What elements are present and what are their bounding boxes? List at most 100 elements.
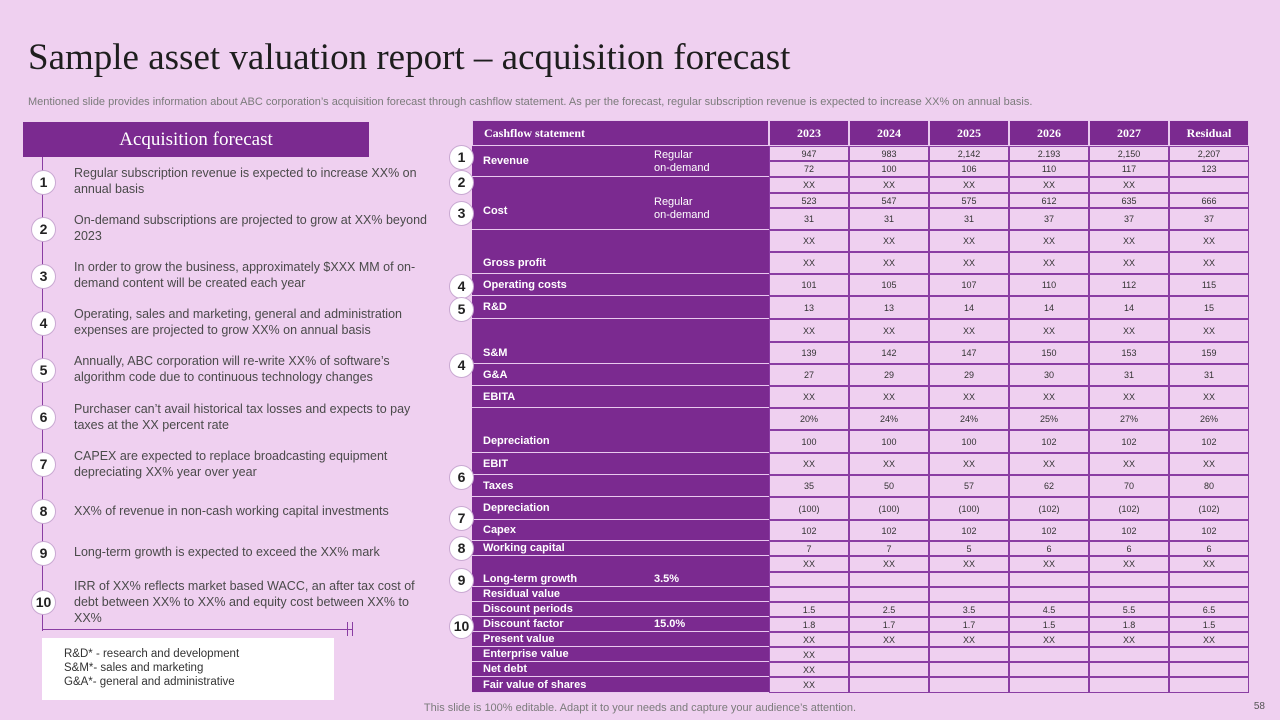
table-cell: XX [1089,230,1169,252]
table-cell: 30 [1009,364,1089,386]
table-header-cell: 2026 [1009,120,1089,146]
table-cell: 57 [929,475,1009,497]
table-cell: 27 [769,364,849,386]
table-cell: 635 [1089,193,1169,208]
table-cell: 142 [849,342,929,364]
table-cell [769,587,849,602]
row-sublabel-text: Regular on-demand [654,196,710,221]
table-row-label: Fair value of shares [472,677,769,693]
table-row-label: Long-term growth 3.5% [472,572,769,587]
row-marker: 10 [449,614,474,639]
row-label-text: Operating costs [483,278,567,291]
table-cell [929,572,1009,587]
table-cell: 139 [769,342,849,364]
row-marker: 6 [449,465,474,490]
row-label-text: S&M [483,346,508,359]
page-title: Sample asset valuation report – acquisit… [28,37,791,78]
table-cell: XX [769,177,849,193]
table-cell: 7 [849,541,929,556]
table-cell: 1.5 [769,602,849,617]
row-marker: 9 [449,568,474,593]
table-cell: 2,150 [1089,146,1169,161]
table-row-label: Depreciation [472,497,769,520]
table-cell: 24% [929,408,1009,430]
table-cell: 612 [1009,193,1089,208]
note-rd: R&D* - research and development [64,648,240,660]
table-cell: 110 [1009,274,1089,296]
table-cell: XX [1089,319,1169,342]
row-label-text: Discount factor [483,618,564,630]
table-cell: XX [929,252,1009,274]
row-marker: 1 [449,145,474,170]
table-cell: XX [849,177,929,193]
table-cell: (102) [1169,497,1249,520]
table-cell: 1.8 [769,617,849,632]
table-cell: 102 [1169,430,1249,453]
table-row-label: Cost Regular on-demand [472,193,769,230]
table-cell: 1.7 [849,617,929,632]
table-cell: 6.5 [1169,602,1249,617]
table-cell: 123 [1169,161,1249,177]
table-cell: 37 [1169,208,1249,230]
row-label-text: EBITA [483,390,516,403]
forecast-item-text: Purchaser can’t avail historical tax los… [74,402,411,432]
table-cell: XX [1169,386,1249,408]
row-label-text: Cost [483,205,508,217]
table-cell: 29 [929,364,1009,386]
table-cell [1009,662,1089,677]
table-cell: 27% [1089,408,1169,430]
table-cell: (100) [929,497,1009,520]
note-ga: G&A*- general and administrative [64,676,235,688]
table-cell: XX [1169,632,1249,647]
timeline-tick [347,622,348,636]
table-cell: 102 [1009,520,1089,541]
table-cell: 37 [1009,208,1089,230]
table-cell [1169,677,1249,693]
table-cell: 2,207 [1169,146,1249,161]
table-cell [849,587,929,602]
table-cell: 102 [929,520,1009,541]
table-header-cell: Cashflow statement [472,120,769,146]
forecast-number: 7 [31,452,56,477]
table-cell: XX [1009,453,1089,475]
forecast-number: 2 [31,217,56,242]
table-cell: 947 [769,146,849,161]
table-cell [1169,662,1249,677]
table-cell: 13 [849,296,929,319]
table-cell: 14 [1009,296,1089,319]
table-cell [849,572,929,587]
table-cell: 100 [849,430,929,453]
table-cell: 31 [929,208,1009,230]
table-cell: XX [1009,632,1089,647]
table-cell: XX [769,386,849,408]
table-cell [1169,647,1249,662]
table-cell [1089,647,1169,662]
table-header-cell: 2023 [769,120,849,146]
table-cell: XX [1089,252,1169,274]
table-cell [929,647,1009,662]
row-label-text: EBIT [483,457,509,470]
table-cell: 4.5 [1009,602,1089,617]
table-cell: 6 [1089,541,1169,556]
table-cell: 105 [849,274,929,296]
row-marker: 3 [449,201,474,226]
table-cell: XX [929,632,1009,647]
table-cell [769,572,849,587]
table-cell: XX [769,319,849,342]
table-row-label: Gross profit [472,252,769,274]
table-header-cell: 2025 [929,120,1009,146]
table-cell [1009,572,1089,587]
table-cell: 115 [1169,274,1249,296]
table-cell: 31 [1169,364,1249,386]
table-cell: XX [929,230,1009,252]
forecast-item-text: Long-term growth is expected to exceed t… [74,545,380,559]
table-cell: 102 [1169,520,1249,541]
table-cell: XX [849,252,929,274]
table-cell: 102 [1089,430,1169,453]
table-cell: XX [769,647,849,662]
table-cell: XX [1089,386,1169,408]
table-cell [1089,677,1169,693]
table-cell: 5.5 [1089,602,1169,617]
table-cell: XX [1009,556,1089,572]
row-extra-text: 15.0% [654,618,686,630]
